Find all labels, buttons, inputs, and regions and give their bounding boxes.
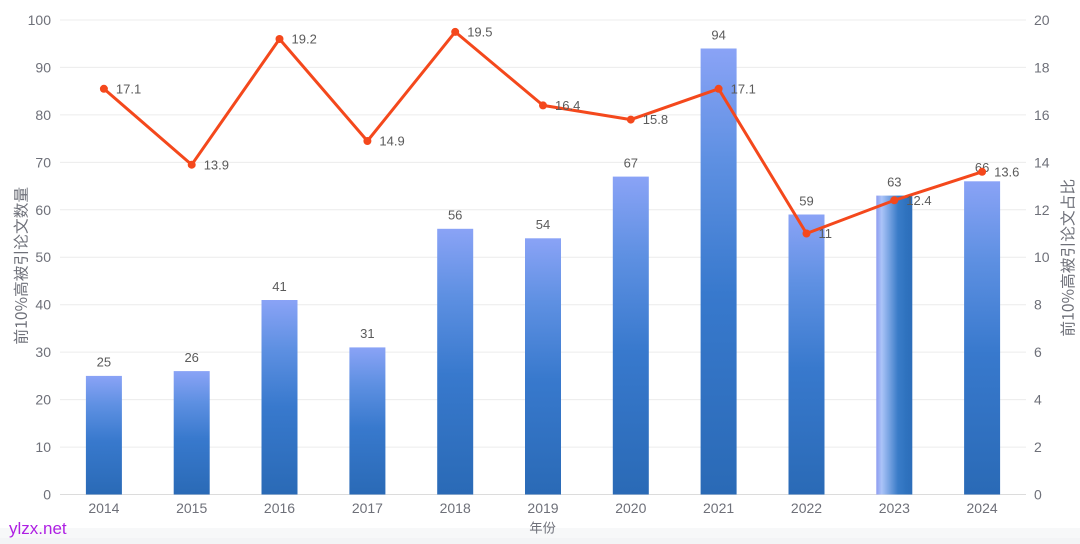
- svg-text:16.4: 16.4: [555, 98, 580, 113]
- svg-text:2024: 2024: [967, 500, 998, 516]
- svg-text:8: 8: [1034, 297, 1042, 313]
- svg-text:2015: 2015: [176, 500, 207, 516]
- svg-text:2018: 2018: [440, 500, 471, 516]
- svg-text:16: 16: [1034, 107, 1050, 123]
- svg-text:31: 31: [360, 326, 374, 341]
- svg-text:2014: 2014: [88, 500, 119, 516]
- svg-text:17.1: 17.1: [731, 81, 756, 96]
- svg-text:54: 54: [536, 217, 550, 232]
- svg-text:11: 11: [819, 226, 833, 241]
- svg-text:2: 2: [1034, 439, 1042, 455]
- svg-text:2023: 2023: [879, 500, 910, 516]
- svg-text:20: 20: [1034, 12, 1050, 28]
- svg-text:12: 12: [1034, 202, 1050, 218]
- svg-text:59: 59: [799, 193, 813, 208]
- svg-text:17.1: 17.1: [116, 81, 141, 96]
- svg-text:70: 70: [35, 154, 51, 170]
- svg-text:40: 40: [35, 297, 51, 313]
- svg-text:19.5: 19.5: [467, 25, 492, 40]
- svg-text:94: 94: [711, 27, 725, 42]
- svg-text:26: 26: [184, 350, 198, 365]
- svg-text:30: 30: [35, 344, 51, 360]
- svg-text:13.6: 13.6: [994, 164, 1019, 179]
- svg-text:67: 67: [624, 155, 638, 170]
- svg-text:19.2: 19.2: [292, 32, 317, 47]
- svg-text:50: 50: [35, 249, 51, 265]
- svg-text:63: 63: [887, 174, 901, 189]
- svg-text:60: 60: [35, 202, 51, 218]
- svg-text:15.8: 15.8: [643, 112, 668, 127]
- svg-text:20: 20: [35, 392, 51, 408]
- svg-text:2022: 2022: [791, 500, 822, 516]
- svg-text:80: 80: [35, 107, 51, 123]
- svg-text:4: 4: [1034, 392, 1042, 408]
- svg-text:90: 90: [35, 59, 51, 75]
- svg-text:25: 25: [97, 355, 111, 370]
- svg-text:18: 18: [1034, 59, 1050, 75]
- svg-text:56: 56: [448, 208, 462, 223]
- svg-text:2016: 2016: [264, 500, 295, 516]
- svg-text:ylzx.net: ylzx.net: [9, 519, 67, 538]
- svg-text:14: 14: [1034, 154, 1050, 170]
- svg-text:2020: 2020: [615, 500, 646, 516]
- svg-text:100: 100: [28, 12, 52, 28]
- svg-text:0: 0: [1034, 487, 1042, 503]
- svg-text:41: 41: [272, 279, 286, 294]
- svg-text:2021: 2021: [703, 500, 734, 516]
- svg-text:10: 10: [1034, 249, 1050, 265]
- svg-text:2019: 2019: [527, 500, 558, 516]
- svg-text:6: 6: [1034, 344, 1042, 360]
- svg-text:12.4: 12.4: [906, 193, 931, 208]
- svg-text:2017: 2017: [352, 500, 383, 516]
- svg-text:10: 10: [35, 439, 51, 455]
- svg-text:14.9: 14.9: [379, 134, 404, 149]
- svg-text:0: 0: [43, 487, 51, 503]
- svg-text:13.9: 13.9: [204, 157, 229, 172]
